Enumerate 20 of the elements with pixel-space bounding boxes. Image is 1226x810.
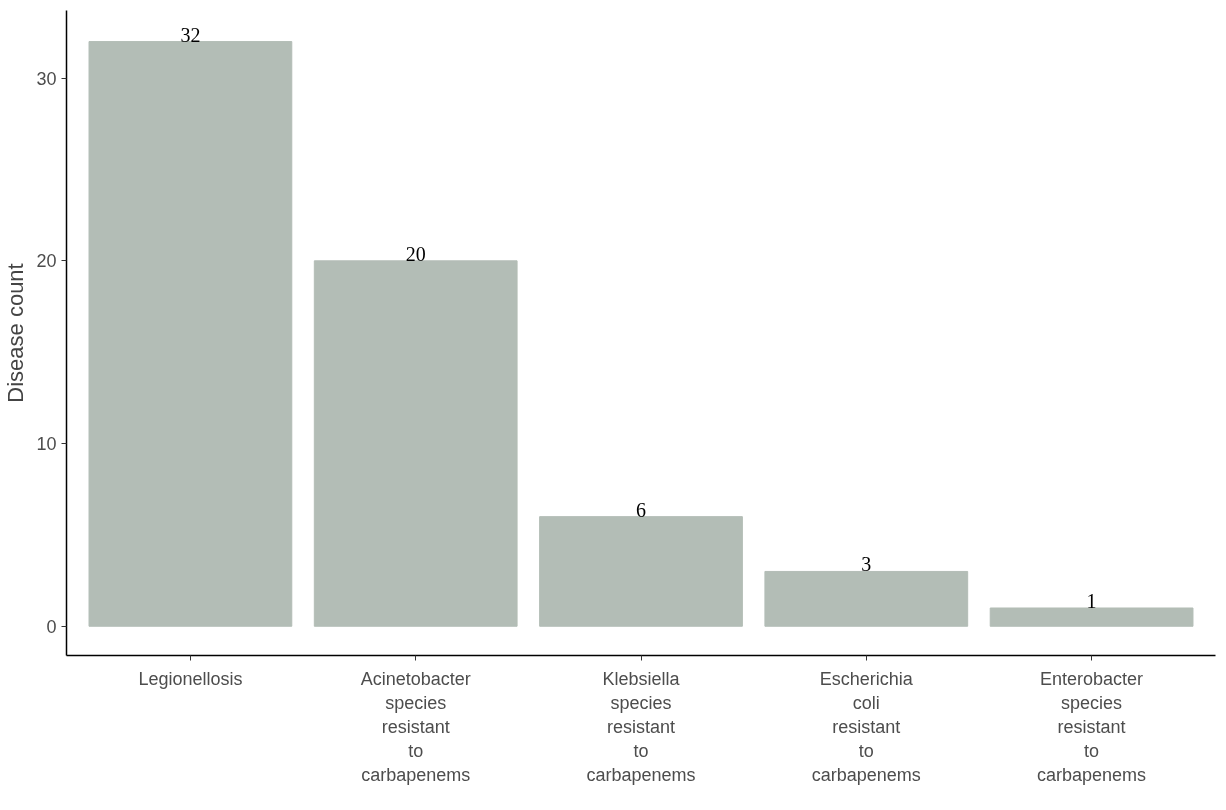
y-tick-label: 30 [36,68,57,89]
data-label: 20 [405,242,426,265]
x-tick-label: Legionellosis [138,668,243,689]
bar [313,260,518,627]
data-label: 32 [180,23,201,46]
y-axis-title: Disease count [3,263,29,403]
bar [764,570,969,627]
bar [88,41,293,627]
bar [989,607,1194,627]
bar [539,516,743,627]
x-tick-label: Klebsiella species resistant to carbapenems [586,668,696,785]
y-tick-label: 10 [36,434,57,455]
x-tick-label: Escherichia coli resistant to carbapenems [811,668,921,785]
data-label: 6 [636,498,646,521]
data-label: 3 [861,553,872,576]
data-label: 1 [1086,589,1097,612]
x-tick-label: Acinetobacter species resistant to carbapenems [360,668,471,785]
x-tick-label: Enterobacter species resistant to carbapenems [1037,668,1147,785]
y-tick-label: 0 [46,616,57,637]
y-tick-label: 20 [36,251,57,272]
